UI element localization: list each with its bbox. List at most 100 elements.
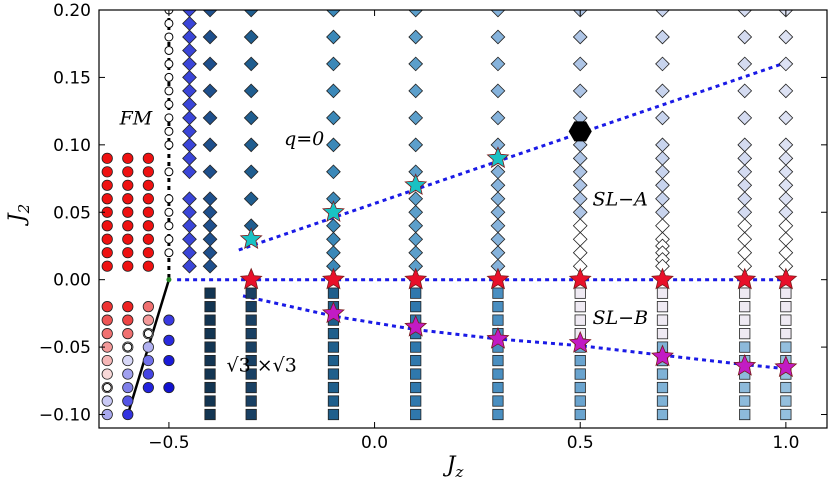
- plot-content: FM q=0 SL−A SL−B √3 ×√3: [101, 10, 798, 421]
- square-point: [204, 301, 216, 313]
- square-point: [780, 395, 792, 407]
- diamond-point: [408, 110, 424, 126]
- star-point: [774, 355, 798, 378]
- star-point: [568, 331, 592, 353]
- star-point: [486, 146, 510, 169]
- open-circle-point: [164, 99, 174, 109]
- fm-circle-point: [122, 328, 134, 340]
- y-tick-label: 0.00: [53, 271, 91, 291]
- diamond-point: [737, 110, 753, 126]
- square-point: [656, 328, 669, 340]
- square-point: [245, 328, 257, 340]
- square-point: [327, 368, 340, 380]
- diamond-point: [490, 56, 506, 72]
- diamond-point: [243, 29, 259, 45]
- square-point: [327, 354, 340, 367]
- open-circle-point: [164, 126, 174, 136]
- fm-circle-point: [142, 368, 154, 380]
- phase-label: q=0: [284, 128, 324, 150]
- fm-circle-point: [122, 166, 134, 178]
- fm-circle-point: [101, 260, 113, 272]
- square-point: [656, 381, 669, 394]
- diamond-point: [326, 56, 341, 72]
- diamond-point: [243, 110, 259, 126]
- fm-circle-point: [122, 220, 134, 232]
- square-point: [327, 395, 340, 407]
- square-point: [780, 381, 792, 394]
- diamond-point: [202, 258, 218, 274]
- star-point: [321, 200, 345, 223]
- square-point: [204, 341, 216, 353]
- square-point: [204, 368, 216, 380]
- fm-circle-point: [101, 152, 113, 164]
- star-point: [321, 267, 345, 290]
- square-point: [492, 408, 504, 421]
- square-point: [245, 354, 257, 367]
- diamond-point: [572, 83, 588, 99]
- square-point: [245, 408, 257, 421]
- square-point: [739, 301, 751, 313]
- open-circle-point: [164, 207, 174, 217]
- diamond-point: [326, 29, 341, 45]
- square-point: [656, 314, 669, 326]
- star-point: [568, 267, 592, 290]
- star-point: [651, 344, 674, 367]
- open-circle-point: [164, 59, 174, 69]
- star-point: [404, 314, 428, 337]
- square-point: [410, 395, 422, 407]
- fm-circle-point: [142, 354, 154, 367]
- diamond-point: [182, 164, 197, 180]
- phase-label: FM: [119, 108, 153, 130]
- fm-circle-point: [142, 220, 154, 232]
- square-point: [574, 395, 586, 407]
- square-point: [574, 314, 586, 326]
- open-circle-point: [164, 18, 174, 28]
- fm-circle-point: [101, 166, 113, 178]
- square-point: [410, 368, 422, 380]
- open-circle-point: [164, 86, 174, 96]
- square-point: [327, 287, 340, 299]
- square-point: [656, 368, 669, 380]
- square-point: [492, 301, 504, 313]
- x-tick-label: −0.5: [148, 433, 189, 453]
- square-point: [739, 314, 751, 326]
- square-point: [574, 381, 586, 394]
- fm-circle-point: [101, 233, 113, 245]
- square-point: [245, 287, 257, 299]
- fm-circle-point: [142, 179, 154, 191]
- square-point: [410, 354, 422, 367]
- diamond-point: [243, 83, 259, 99]
- diamond-point: [326, 110, 341, 126]
- diamond-point: [202, 56, 218, 72]
- square-point: [492, 287, 504, 299]
- square-point: [780, 328, 792, 340]
- line-sl-b-fit: [242, 294, 787, 371]
- open-circle-point: [164, 72, 174, 82]
- fm-circle-point: [122, 193, 134, 205]
- diamond-point: [202, 29, 218, 45]
- diamond-point: [572, 29, 588, 45]
- square-point: [327, 381, 340, 394]
- fm-circle-point: [122, 260, 134, 272]
- diamond-point: [490, 83, 506, 99]
- phase-label: √3 ×√3: [227, 354, 297, 376]
- y-tick-label: −0.05: [39, 338, 91, 358]
- square-point: [492, 314, 504, 326]
- diamond-point: [408, 137, 424, 153]
- x-tick-label: 1.0: [772, 433, 799, 453]
- fm-circle-point: [122, 233, 134, 245]
- square-point: [739, 395, 751, 407]
- fm-circle-point: [142, 152, 154, 164]
- diamond-point: [202, 10, 218, 18]
- star-point: [239, 267, 263, 290]
- x-tick-label: 0.5: [567, 433, 594, 453]
- square-point: [327, 408, 340, 421]
- square-point: [204, 354, 216, 367]
- open-circle-point: [164, 32, 174, 42]
- open-circle-point: [164, 45, 174, 55]
- fm-circle-point: [142, 301, 154, 313]
- open-circle-point: [102, 383, 112, 393]
- diamond-point: [490, 10, 506, 18]
- open-circle-point: [164, 167, 174, 177]
